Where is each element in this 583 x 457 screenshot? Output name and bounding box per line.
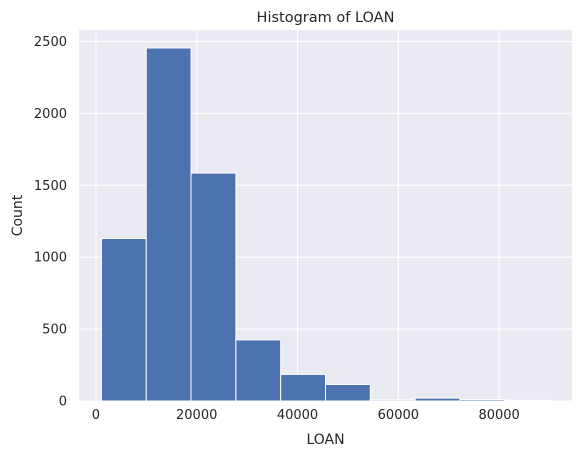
histogram-bars — [100, 47, 551, 402]
histogram-bar — [325, 383, 371, 402]
y-tick-label: 1000 — [34, 251, 67, 266]
x-tick-label: 0 — [92, 408, 100, 423]
chart-title: Histogram of LOAN — [257, 10, 395, 26]
histogram-bar — [145, 47, 192, 402]
y-tick-label: 500 — [42, 323, 67, 338]
y-axis-label: Count — [10, 194, 26, 236]
histogram-bar — [504, 399, 551, 402]
y-tick-label: 0 — [59, 395, 67, 410]
x-tick-label: 40000 — [277, 408, 318, 423]
y-tick-label: 2000 — [34, 107, 67, 122]
x-tick-label: 80000 — [478, 408, 519, 423]
y-tick-label: 1500 — [34, 179, 67, 194]
histogram-bar — [100, 238, 147, 402]
histogram-bar — [280, 373, 326, 402]
y-axis-ticks: 0 500 1000 1500 2000 2500 — [34, 35, 67, 409]
histogram-bar — [190, 172, 237, 402]
histogram-bar — [235, 339, 282, 402]
histogram-bar — [459, 399, 506, 402]
histogram-bar — [369, 399, 416, 402]
x-tick-label: 60000 — [378, 408, 419, 423]
x-axis-label: LOAN — [306, 432, 344, 448]
y-tick-label: 2500 — [34, 35, 67, 50]
x-axis-ticks: 0 20000 40000 60000 80000 — [92, 408, 520, 423]
histogram-bar — [414, 397, 461, 402]
x-tick-label: 20000 — [176, 408, 217, 423]
